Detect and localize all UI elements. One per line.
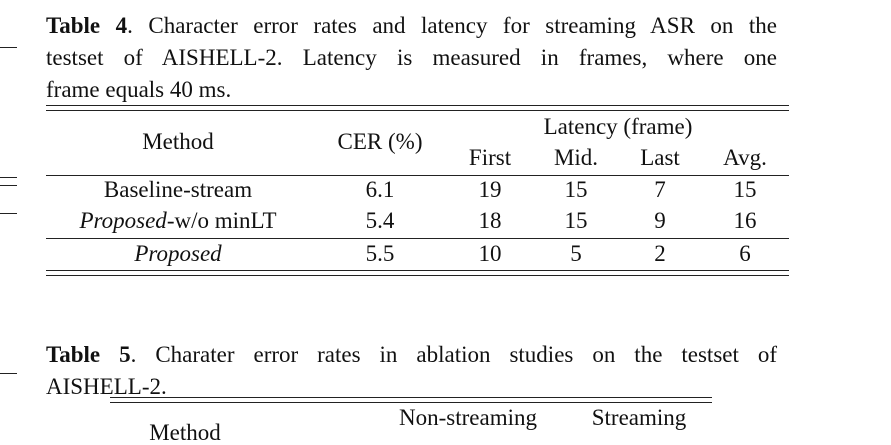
table-rule [46,175,789,176]
header-cell: Avg. [723,145,767,170]
value-cell: 6 [739,241,751,266]
value-cell: 7 [654,177,666,202]
method-text: -w/o minLT [166,208,277,233]
header-cell: CER (%) [337,129,423,154]
value-cell: 5.5 [365,241,395,266]
table-rule [46,110,789,111]
method-text: Baseline-stream [103,177,253,202]
margin-mark [0,185,17,186]
value-cell: 15 [564,208,588,233]
caption-line: Table 4. Character error rates and laten… [46,14,777,37]
caption-text: frame equals 40 ms. [46,77,232,102]
method-cell: Baseline-stream [104,178,252,201]
page: Table 4. Character error rates and laten… [0,14,789,444]
caption-line: frame equals 40 ms. [46,78,777,101]
value-cell: 5.4 [365,208,395,233]
table-rule [110,402,712,403]
value-cell: 16 [733,208,757,233]
value-cell: 9 [654,208,666,233]
caption-text: . Character error rates and latency for … [127,13,777,38]
margin-mark [0,177,17,178]
value-cell: 15 [733,177,757,202]
value-cell: 6.1 [365,177,395,202]
margin-mark [0,373,17,374]
caption-line: Table 5. Charater error rates in ablatio… [46,343,777,366]
header-cell: Streaming [591,405,687,430]
table-rule [110,397,712,398]
value-cell: 15 [564,177,588,202]
value-cell: 10 [478,241,502,266]
value-cell: 18 [478,208,502,233]
method-cell: Proposed [134,242,221,265]
header-cell: Last [640,145,680,170]
caption-label: Table 4 [46,13,128,38]
table-rule [46,238,789,239]
table-rule [46,275,789,276]
header-cell: First [468,145,512,170]
caption-text: AISHELL-2. [46,374,167,399]
method-cell: Proposed-w/o minLT [80,209,277,232]
table-rule [46,270,789,271]
margin-mark [0,47,17,48]
value-cell: 5 [570,241,582,266]
caption-text: testset of AISHELL-2. Latency is measure… [46,45,777,70]
table-rule [46,105,789,106]
value-cell: 2 [654,241,666,266]
header-cell: Non-streaming [399,405,537,430]
header-cell: Mid. [553,145,599,170]
header-cell: Method [142,129,214,154]
header-cell: Latency (frame) [543,114,693,139]
margin-mark [0,213,17,214]
caption-text: . Charater error rates in ablation studi… [130,342,777,367]
caption-label: Table 5 [46,342,131,367]
value-cell: 19 [478,177,502,202]
caption-line: testset of AISHELL-2. Latency is measure… [46,46,777,69]
method-text: Proposed [79,208,167,233]
method-text: Proposed [134,241,222,266]
header-cell: Method [149,420,221,445]
caption-line: AISHELL-2. [46,375,777,398]
